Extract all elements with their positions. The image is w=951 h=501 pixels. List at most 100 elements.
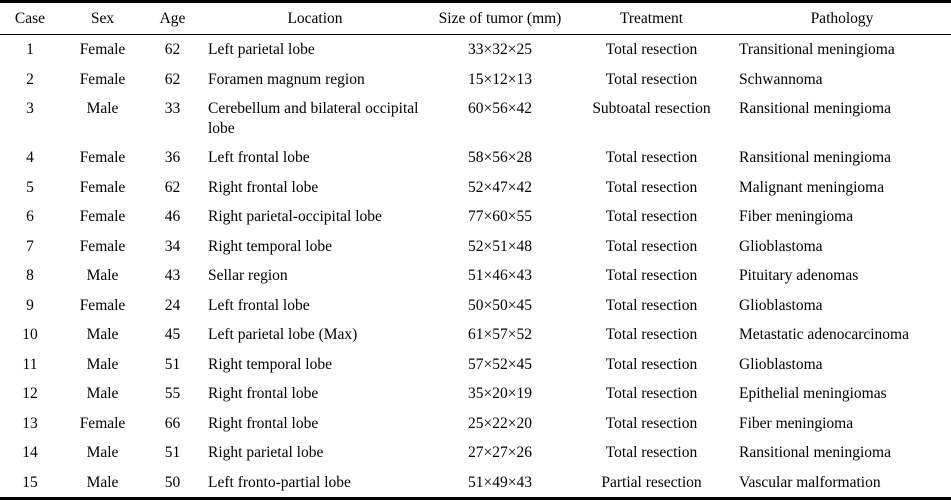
cell-case: 3 — [26, 100, 34, 117]
header-row: Case Sex Age Location Size of tumor (mm)… — [0, 2, 951, 35]
cell-pathology: Schwannoma — [739, 70, 823, 88]
cell-pathology: Ransitional meningioma — [739, 149, 891, 166]
cell-location: Right frontal lobe — [208, 178, 319, 196]
cell-age: 24 — [164, 296, 181, 314]
cell-treatment: Total resection — [605, 414, 698, 432]
cell-treatment: Total resection — [605, 178, 698, 196]
cell-age: 50 — [164, 473, 181, 491]
cell-location: Right temporal lobe — [208, 237, 332, 255]
cell-location: Left frontal lobe — [208, 296, 310, 314]
table-row: 7 Female 34 Right temporal lobe 52×51×48 Tota… — [0, 232, 951, 262]
cell-treatment: Total resection — [605, 70, 698, 88]
cell-case: 5 — [26, 178, 34, 196]
cell-pathology: Glioblastoma — [739, 296, 823, 314]
cell-age: 66 — [164, 414, 181, 432]
column-header-pathology: Pathology — [810, 10, 874, 27]
cell-size: 52×51×48 — [468, 237, 532, 255]
cell-sex: Female — [79, 414, 126, 432]
table-row: 14 Male 51 Right parietal lobe 27×27×26 Total… — [0, 438, 951, 468]
cell-location: Sellar region — [208, 267, 288, 284]
cell-treatment: Total resection — [605, 237, 698, 255]
table-body: 1 Female 62 Left parietal lobe 33×32×25 Total… — [0, 35, 951, 499]
cell-size: 77×60×55 — [468, 208, 532, 225]
cell-age: 55 — [164, 385, 181, 402]
cell-pathology: Vascular malformation — [739, 473, 881, 491]
cell-case: 6 — [26, 208, 34, 225]
cell-size: 61×57×52 — [468, 326, 532, 343]
cell-sex: Male — [86, 100, 119, 117]
cell-sex: Female — [79, 41, 126, 58]
cell-sex: Female — [79, 149, 126, 166]
cell-case: 4 — [26, 149, 34, 166]
cell-treatment: Total resection — [605, 326, 698, 343]
cell-location: Right temporal lobe — [208, 355, 332, 373]
table-row: 10 Male 45 Left parietal lobe (Max) 61×57×52… — [0, 320, 951, 350]
cell-age: 45 — [164, 326, 181, 343]
cell-age: 46 — [164, 208, 181, 225]
cell-age: 51 — [164, 355, 181, 373]
table-row: 2 Female 62 Foramen magnum region 15×12×13 To… — [0, 65, 951, 95]
cell-treatment: Total resection — [605, 355, 698, 373]
cell-case: 13 — [22, 414, 38, 432]
table-row: 6 Female 46 Right parietal-occipital lobe 77… — [0, 202, 951, 232]
cell-pathology: Fiber meningioma — [739, 208, 854, 225]
cell-location: Foramen magnum region — [208, 70, 365, 88]
cell-case: 7 — [26, 237, 34, 255]
cell-pathology: Epithelial meningiomas — [739, 385, 887, 402]
cell-sex: Male — [86, 444, 119, 461]
cell-pathology: Glioblastoma — [739, 355, 823, 373]
cell-age: 43 — [164, 267, 181, 284]
cell-pathology: Transitional meningioma — [739, 41, 895, 58]
cell-pathology: Metastatic adenocarcinoma — [739, 326, 909, 343]
column-header-age: Age — [159, 10, 186, 27]
cell-treatment: Total resection — [605, 385, 698, 402]
table-row: 9 Female 24 Left frontal lobe 50×50×45 Total … — [0, 291, 951, 321]
table-header: Case Sex Age Location Size of tumor (mm)… — [0, 2, 951, 35]
cell-pathology: Malignant meningioma — [739, 178, 885, 196]
cell-location: Left parietal lobe — [208, 41, 315, 58]
cell-size: 51×49×43 — [468, 473, 532, 491]
cell-size: 51×46×43 — [468, 267, 532, 284]
cell-sex: Female — [79, 208, 126, 225]
cell-case: 2 — [26, 70, 34, 88]
column-header-sex: Sex — [90, 10, 115, 27]
cell-size: 58×56×28 — [468, 149, 532, 166]
cell-case: 15 — [22, 473, 38, 491]
table-row: 5 Female 62 Right frontal lobe 52×47×42 Total… — [0, 173, 951, 203]
column-header-location: Location — [287, 10, 343, 27]
cell-sex: Female — [79, 70, 126, 88]
cell-sex: Male — [86, 267, 119, 284]
cell-size: 25×22×20 — [468, 414, 532, 432]
cell-age: 62 — [164, 70, 181, 88]
cell-location: Right frontal lobe — [208, 385, 319, 402]
cell-pathology: Pituitary adenomas — [739, 267, 859, 284]
cell-treatment: Total resection — [605, 444, 698, 461]
cell-case: 10 — [22, 326, 38, 343]
cell-case: 11 — [22, 355, 38, 373]
table-row: 4 Female 36 Left frontal lobe 58×56×28 Total … — [0, 143, 951, 173]
cell-size: 15×12×13 — [468, 70, 532, 88]
cell-size: 35×20×19 — [468, 385, 532, 402]
cell-location: Left frontal lobe — [208, 149, 310, 166]
table-row: 12 Male 55 Right frontal lobe 35×20×19 Total … — [0, 379, 951, 409]
cell-location: Right parietal-occipital lobe — [208, 208, 382, 225]
cell-pathology: Ransitional meningioma — [739, 444, 891, 461]
cell-treatment: Subtoatal resection — [592, 100, 711, 117]
cell-location: Cerebellum and bilateral occipital lobe — [208, 100, 419, 137]
table-row: 13 Female 66 Right frontal lobe 25×22×20 Tota… — [0, 409, 951, 439]
cell-age: 62 — [164, 178, 181, 196]
cell-case: 12 — [22, 385, 38, 402]
cell-location: Left fronto-partial lobe — [208, 473, 351, 491]
cell-size: 27×27×26 — [468, 444, 532, 461]
table-row: 8 Male 43 Sellar region 51×46×43 Total resect… — [0, 261, 951, 291]
cell-sex: Male — [86, 385, 119, 402]
table-row: 1 Female 62 Left parietal lobe 33×32×25 Total… — [0, 35, 951, 65]
column-header-size: Size of tumor (mm) — [438, 10, 562, 27]
cell-sex: Female — [79, 296, 126, 314]
cell-location: Left parietal lobe (Max) — [208, 326, 358, 343]
cell-sex: Male — [86, 473, 119, 491]
table-row: 15 Male 50 Left fronto-partial lobe 51×49×43… — [0, 468, 951, 499]
cell-pathology: Fiber meningioma — [739, 414, 854, 432]
